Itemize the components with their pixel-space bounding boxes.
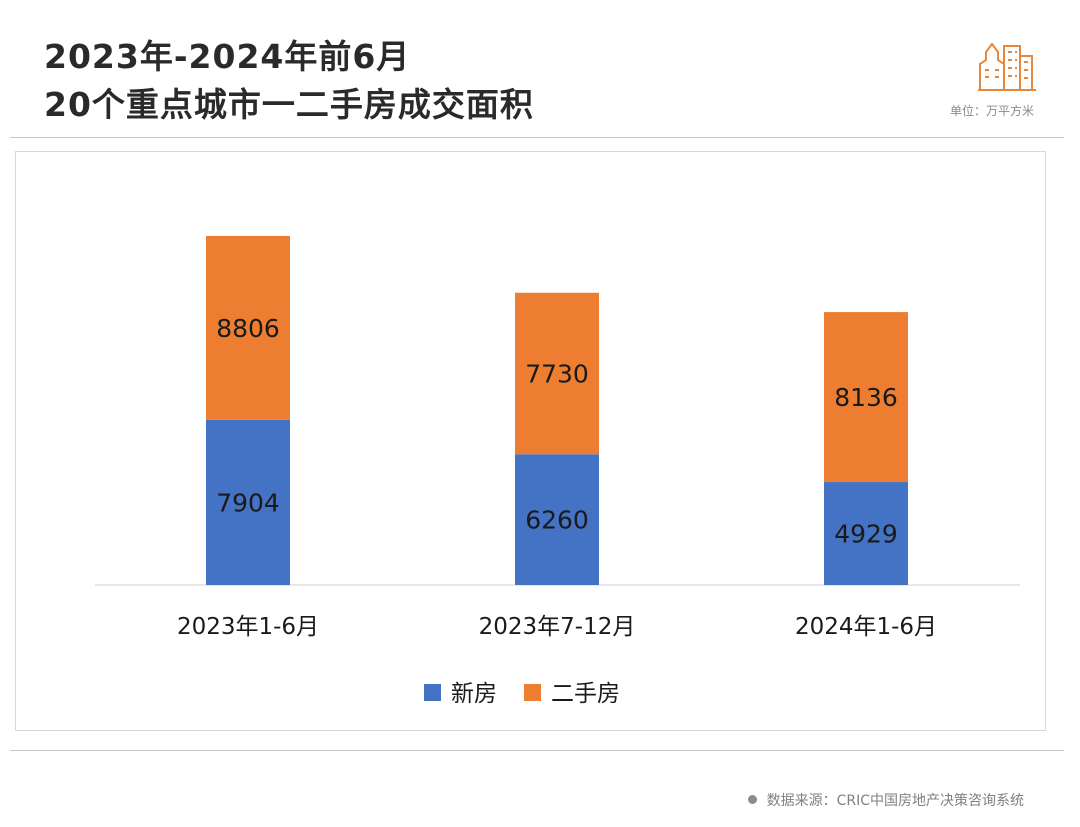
legend-swatch-second	[524, 684, 541, 701]
x-tick-label-0: 2023年1-6月	[177, 614, 319, 640]
x-tick-label-2: 2024年1-6月	[795, 614, 937, 640]
bar-second-2	[824, 312, 908, 483]
bar-second-1	[515, 292, 599, 455]
data-label-second-1: 7730	[525, 360, 589, 389]
bar-second-0	[206, 235, 290, 420]
data-label-new-0: 7904	[216, 488, 280, 517]
legend-swatch-new	[424, 684, 441, 701]
footer-divider	[10, 750, 1064, 751]
data-label-new-2: 4929	[834, 520, 898, 549]
bullet-icon	[747, 795, 757, 804]
header-divider	[10, 137, 1064, 138]
data-label-second-0: 8806	[216, 314, 280, 343]
bar-new-1	[515, 454, 599, 585]
bar-new-2	[824, 482, 908, 585]
data-source-text: 数据来源：CRIC中国房地产决策咨询系统	[766, 793, 1024, 809]
page-title-line2: 20个重点城市一二手房成交面积	[44, 85, 534, 124]
chart-frame	[15, 151, 1046, 731]
legend-label-second: 二手房	[551, 681, 620, 707]
unit-label: 单位：万平方米	[949, 104, 1034, 118]
data-label-second-2: 8136	[834, 383, 898, 412]
page-title-line1: 2023年-2024年前6月	[44, 37, 411, 76]
building-icon	[978, 42, 1036, 91]
legend-label-new: 新房	[451, 681, 497, 707]
x-tick-label-1: 2023年7-12月	[479, 614, 636, 640]
data-source: 数据来源：CRIC中国房地产决策咨询系统	[747, 790, 1024, 810]
bar-new-0	[206, 419, 290, 585]
data-label-new-1: 6260	[525, 506, 589, 535]
